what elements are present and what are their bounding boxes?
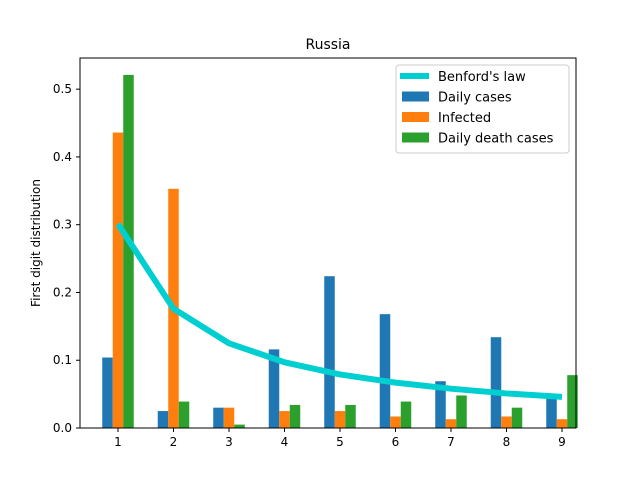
bar	[112, 132, 124, 429]
x-tick-label: 6	[392, 435, 400, 449]
y-tick-label: 0.1	[53, 353, 72, 367]
bar	[289, 404, 301, 428]
x-tick-label: 2	[170, 435, 178, 449]
bar	[123, 74, 134, 428]
bar	[102, 357, 113, 428]
bar	[223, 407, 235, 428]
x-tick-label: 5	[336, 435, 344, 449]
legend-bar-swatch	[402, 112, 429, 122]
x-tick-label: 9	[558, 435, 566, 449]
bar	[213, 407, 224, 428]
bar	[178, 401, 190, 428]
x-tick-label: 7	[447, 435, 455, 449]
legend-label: Daily cases	[438, 91, 512, 106]
bar	[556, 419, 568, 428]
chart-title: Russia	[305, 37, 350, 53]
bar	[490, 337, 502, 428]
bar	[279, 411, 290, 428]
x-tick-label: 3	[225, 435, 233, 449]
x-tick-label: 4	[281, 435, 289, 449]
legend-label: Infected	[438, 111, 491, 126]
legend: Benford's law Daily cases Infected Daily de…	[395, 64, 570, 154]
bar	[234, 424, 245, 428]
bar	[379, 314, 391, 428]
legend-label: Daily death cases	[438, 132, 554, 147]
legend-bar-swatch	[402, 91, 429, 102]
y-tick-label: 0.2	[53, 285, 72, 299]
bar	[334, 411, 346, 428]
bar	[567, 375, 578, 428]
bar	[445, 419, 457, 428]
legend-box	[395, 64, 570, 154]
benford-line-group	[115, 222, 563, 400]
legend-label: Benford's law	[438, 70, 526, 85]
legend-bar-swatch	[402, 132, 429, 143]
bar	[157, 411, 169, 428]
x-tick-label: 8	[503, 435, 511, 449]
bar	[345, 404, 356, 428]
bar	[511, 407, 523, 428]
benford-line	[115, 222, 563, 400]
axes-group: 1 2 3 4 5 6 7 8 9 0.0 0.1 0.2 0.3 0.4 0.5	[53, 57, 577, 449]
bar	[324, 276, 335, 428]
y-tick-label: 0.0	[53, 421, 72, 435]
bar	[268, 349, 280, 428]
bar	[390, 416, 401, 428]
bar	[456, 395, 467, 428]
bar	[400, 401, 412, 428]
y-tick-label: 0.5	[53, 82, 72, 96]
x-tick-label: 1	[114, 435, 122, 449]
bar	[501, 416, 512, 428]
bar	[546, 396, 557, 428]
y-axis-label: First digit distribution	[29, 179, 43, 307]
y-tick-label: 0.3	[53, 218, 72, 232]
plot-frame	[79, 57, 577, 429]
bar	[435, 381, 446, 428]
y-tick-label: 0.4	[53, 150, 72, 164]
